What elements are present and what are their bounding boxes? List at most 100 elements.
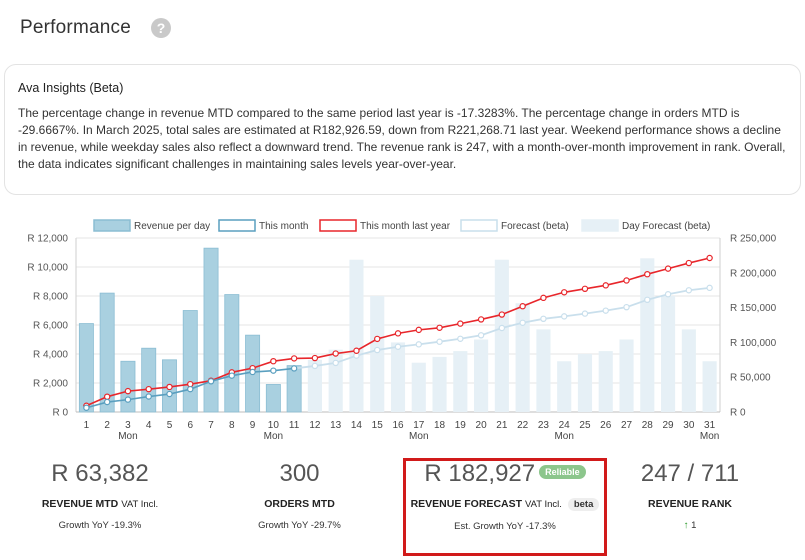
legend-label: This month	[259, 221, 308, 232]
last-year-point	[581, 285, 589, 293]
left-tick-label: R 6,000	[33, 321, 68, 332]
last-year-point	[270, 357, 277, 365]
forecast-point	[457, 335, 464, 342]
x-tick-label: 18	[434, 420, 446, 431]
left-tick-label: R 12,000	[27, 234, 68, 245]
day-forecast-bar	[681, 329, 696, 412]
x-tick-label: 30	[683, 420, 695, 431]
revenue-bar	[120, 360, 136, 413]
revenue-bar	[224, 294, 240, 413]
forecast-point	[519, 319, 526, 326]
last-year-point	[332, 350, 339, 357]
x-sublabel: Mon	[409, 431, 428, 442]
forecast-point	[415, 341, 422, 348]
last-year-point	[311, 354, 319, 362]
revenue-bar	[78, 323, 94, 413]
last-year-point	[540, 294, 547, 302]
x-tick-label: 6	[187, 420, 193, 431]
this-month-point	[207, 378, 215, 385]
day-forecast-bar	[474, 339, 489, 412]
legend-swatch	[319, 219, 357, 232]
x-tick-label: 2	[104, 420, 110, 431]
kpi-revenue-mtd: R 63,382 REVENUE MTD VAT Incl. Growth Yo…	[20, 460, 180, 531]
x-tick-label: 13	[330, 420, 342, 431]
this-month-point	[124, 396, 132, 403]
forecast-point	[623, 303, 630, 311]
forecast-point	[602, 307, 609, 314]
x-tick-label: 25	[579, 420, 591, 431]
this-month-point	[228, 372, 236, 379]
left-tick-label: R 10,000	[27, 263, 68, 274]
x-tick-label: 20	[476, 420, 488, 431]
reliable-badge: Reliable	[539, 464, 586, 479]
last-year-point	[394, 330, 402, 337]
this-month-point	[270, 367, 277, 374]
x-tick-label: 4	[146, 420, 152, 431]
forecast-point	[664, 291, 672, 298]
x-sublabel: Mon	[700, 431, 719, 442]
left-tick-label: R 4,000	[33, 350, 68, 361]
last-year-point	[353, 347, 360, 354]
page-header: Performance ?	[20, 14, 171, 42]
x-tick-label: 11	[289, 420, 300, 431]
last-year-point	[644, 270, 651, 278]
this-month-point	[83, 404, 90, 411]
this-month-point	[249, 368, 256, 376]
last-year-point	[560, 289, 568, 296]
day-forecast-bar	[494, 259, 509, 412]
x-tick-label: 26	[600, 420, 612, 431]
kpi-value-row: R 182,927 Reliable	[403, 460, 607, 488]
last-year-point	[602, 282, 609, 289]
legend-label: This month last year	[360, 221, 451, 232]
this-month-point	[290, 365, 298, 372]
x-tick-label: 22	[517, 420, 529, 431]
last-year-point	[498, 311, 506, 318]
day-forecast-bar	[598, 351, 613, 412]
x-tick-label: 17	[413, 420, 425, 431]
legend-label: Day Forecast (beta)	[622, 221, 710, 232]
day-forecast-bar	[328, 349, 343, 412]
insights-title: Ava Insights (Beta)	[18, 81, 124, 95]
forecast-point	[581, 310, 589, 317]
last-year-point	[706, 254, 713, 262]
last-year-point	[290, 355, 298, 362]
revenue-chart: R 0 R 2,000 R 4,000 R 6,000 R 8,000 R 10,000 R…	[0, 210, 805, 450]
last-year-point	[457, 320, 464, 327]
day-forecast-bar	[577, 354, 593, 412]
kpi-growth: Est. Growth YoY -17.3%	[454, 521, 556, 532]
forecast-highlight-box	[403, 458, 607, 556]
revenue-bar	[203, 247, 219, 413]
revenue-bar	[286, 365, 302, 413]
day-forecast-bar	[453, 351, 468, 412]
day-forecast-bar	[370, 296, 385, 412]
last-year-point	[103, 393, 111, 400]
page-title: Performance	[20, 17, 131, 38]
last-year-point	[374, 335, 381, 343]
kpi-label-text: REVENUE MTD	[41, 498, 119, 510]
rank-change-value: 1	[691, 520, 697, 531]
kpi-revenue-rank: 247 / 711 REVENUE RANK ↑ 1	[615, 460, 765, 531]
kpi-label: REVENUE RANK	[647, 498, 732, 510]
kpi-orders-mtd: 300 ORDERS MTD Growth YoY -29.7%	[232, 460, 367, 531]
day-forecast-bar	[661, 296, 676, 412]
day-forecast-bar	[515, 303, 530, 412]
forecast-point	[685, 287, 693, 294]
left-tick-label: R 2,000	[33, 379, 68, 390]
x-tick-label: 23	[538, 420, 550, 431]
help-icon[interactable]: ?	[150, 18, 171, 38]
this-month-point	[166, 390, 173, 398]
right-tick-label: R 50,000	[730, 373, 771, 384]
forecast-point	[540, 315, 547, 323]
revenue-bar	[265, 384, 281, 413]
x-tick-label: 19	[455, 420, 467, 431]
last-year-point	[436, 324, 443, 331]
x-tick-label: 8	[229, 420, 235, 431]
last-year-point	[124, 387, 132, 395]
last-year-point	[145, 385, 152, 393]
insights-text: The percentage change in revenue MTD com…	[18, 106, 786, 171]
kpi-vat: VAT Incl.	[524, 499, 562, 510]
revenue-bar	[182, 310, 198, 413]
day-forecast-bar	[432, 356, 447, 412]
legend-swatch	[218, 219, 256, 232]
last-year-point	[685, 259, 693, 267]
